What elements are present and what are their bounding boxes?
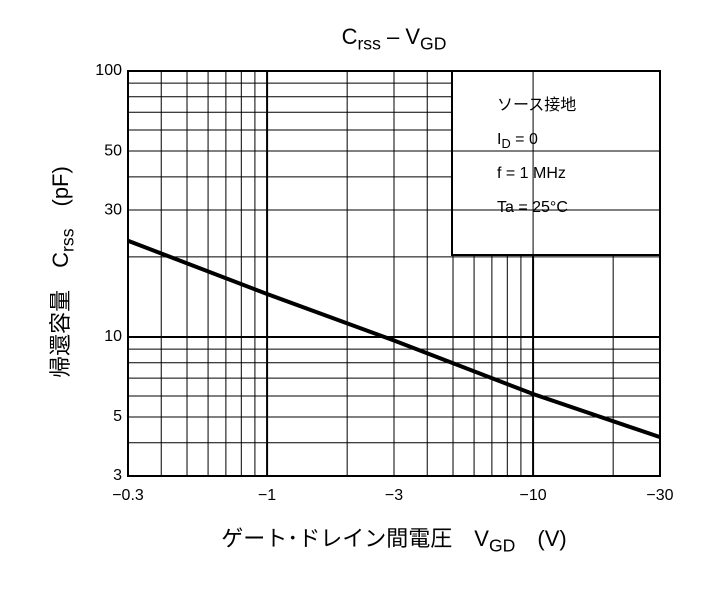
text-part: f = 1 MHz	[497, 165, 566, 182]
text-part: = 0	[511, 131, 538, 148]
x-tick-label: −30	[646, 487, 673, 504]
subscript: rss	[57, 228, 77, 252]
y-tick-label: 10	[104, 328, 122, 345]
subscript: D	[501, 136, 510, 151]
x-tick-label: −3	[385, 487, 403, 504]
y-tick-label: 100	[95, 62, 122, 79]
subscript: GD	[420, 33, 446, 53]
subscript: GD	[489, 535, 515, 555]
text: f = 1 MHz	[497, 165, 566, 182]
x-tick-label: −10	[520, 487, 547, 504]
text-part: (pF)	[48, 166, 73, 228]
plot-border	[127, 70, 661, 477]
text-part: I	[497, 131, 501, 148]
text-part: Ta = 25°C	[497, 199, 568, 216]
text: ゲート･ドレイン間電圧 VGD (V)	[221, 526, 566, 555]
data-line	[127, 238, 661, 440]
text-part: ゲート･ドレイン間電圧 V	[221, 526, 489, 551]
text: ID = 0	[497, 131, 538, 151]
text-part: (V)	[515, 526, 566, 551]
text: 帰還容量 Crss (pF)	[48, 166, 77, 378]
text: Crss – VGD	[342, 24, 447, 53]
y-tick-label: 30	[104, 201, 122, 218]
annotation-box	[451, 70, 661, 256]
text-part: – V	[381, 24, 420, 49]
x-tick-label: −0.3	[112, 487, 144, 504]
y-tick-label: 5	[113, 408, 122, 425]
y-tick-label: 3	[113, 467, 122, 484]
text: Ta = 25°C	[497, 199, 568, 216]
text: ソース接地	[497, 96, 576, 114]
text-part: ソース接地	[497, 96, 576, 114]
text-part: 帰還容量 C	[48, 252, 73, 378]
y-tick-label: 50	[104, 142, 122, 159]
text-part: C	[342, 24, 358, 49]
subscript: rss	[357, 33, 381, 53]
x-tick-label: −1	[258, 487, 276, 504]
